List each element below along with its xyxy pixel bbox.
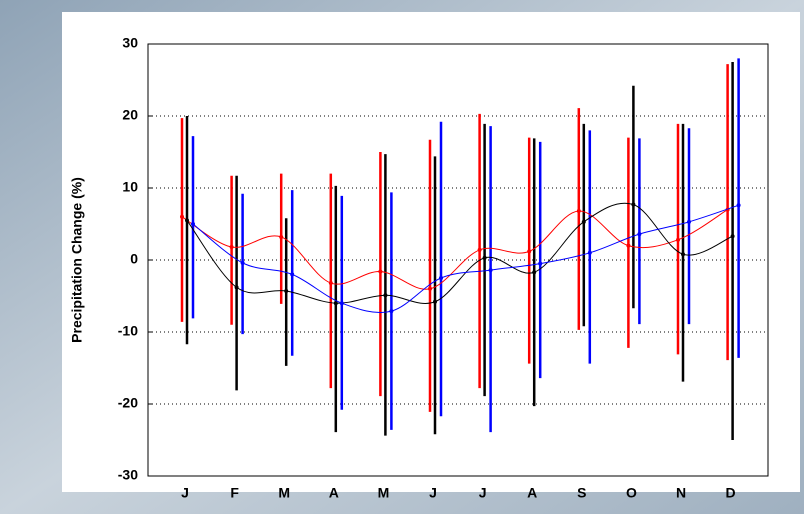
y-tick-label: 20 — [122, 107, 138, 123]
x-tick-label: J — [429, 485, 437, 501]
point — [234, 285, 239, 290]
point — [191, 222, 195, 226]
x-tick-label: J — [181, 485, 189, 501]
point — [433, 299, 437, 304]
point — [527, 249, 532, 254]
point — [185, 218, 189, 223]
point — [676, 237, 680, 242]
point — [626, 243, 631, 248]
point — [581, 219, 586, 224]
point — [477, 247, 482, 252]
point — [482, 255, 487, 260]
point — [279, 234, 284, 239]
y-tick-label: -20 — [118, 395, 138, 411]
x-tick-label: O — [626, 485, 637, 501]
point — [328, 281, 333, 286]
point — [284, 288, 289, 293]
point — [538, 261, 543, 266]
x-tick-label: F — [230, 485, 239, 501]
point — [576, 209, 581, 214]
x-tick-label: N — [676, 485, 686, 501]
point — [532, 270, 537, 275]
point — [587, 250, 592, 255]
y-tick-label: -10 — [118, 323, 138, 339]
x-tick-label: D — [726, 485, 736, 501]
point — [240, 260, 245, 265]
series-line — [186, 202, 733, 304]
x-tick-label: A — [527, 485, 537, 501]
point — [736, 203, 741, 208]
y-tick-label: 10 — [122, 179, 138, 195]
point — [229, 245, 234, 250]
point — [681, 252, 685, 257]
y-tick-label: 30 — [122, 35, 138, 51]
point — [389, 309, 394, 314]
point — [378, 269, 383, 274]
x-tick-label: J — [479, 485, 487, 501]
point — [631, 202, 636, 207]
point — [290, 272, 295, 277]
point — [439, 276, 443, 280]
point — [333, 301, 338, 306]
x-tick-label: M — [378, 485, 390, 501]
point — [383, 293, 388, 298]
point — [637, 232, 642, 237]
x-tick-label: A — [329, 485, 339, 501]
y-axis-label: Precipitation Change (%) — [69, 177, 85, 343]
point — [180, 214, 184, 219]
point — [730, 234, 735, 239]
x-tick-label: M — [278, 485, 290, 501]
point — [687, 219, 691, 224]
point — [428, 286, 432, 291]
y-tick-label: -30 — [118, 467, 138, 483]
series-line — [192, 204, 739, 314]
point — [488, 268, 493, 273]
y-tick-label: 0 — [130, 251, 138, 267]
x-tick-label: S — [577, 485, 586, 501]
point — [339, 301, 344, 306]
